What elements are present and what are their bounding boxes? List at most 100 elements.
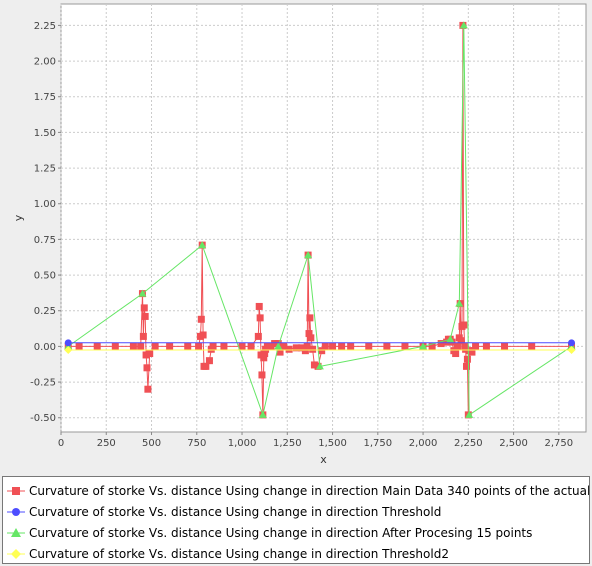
data-point-square [93,342,101,350]
series-2 [64,21,576,418]
data-point-square [129,342,137,350]
x-tick-label: 1,250 [273,438,302,449]
data-point-square [303,342,311,350]
data-point-square [143,364,151,372]
series-0 [64,21,576,419]
data-point-square [238,342,246,350]
legend-label-after-processing: Curvature of storke Vs. distance Using c… [29,525,533,540]
legend-item-after-processing: Curvature of storke Vs. distance Using c… [3,522,589,543]
data-point-square [462,345,470,353]
y-tick-label: 2.25 [34,21,56,32]
data-point-square [271,340,279,348]
data-point-square [247,342,255,350]
data-point-square [199,331,207,339]
data-point-square [338,342,346,350]
x-tick-label: 2,250 [454,438,483,449]
legend-label-main-data: Curvature of storke Vs. distance Using c… [29,483,590,498]
data-point-triangle [455,299,464,307]
data-point-square [298,344,306,352]
axes: 0 250 500 750 1,000 1,250 1,500 1,750 2,000 2,250… [30,21,573,449]
series-3 [64,345,576,354]
data-point-square [365,342,373,350]
data-point-square [401,342,409,350]
chart-area: 0 250 500 750 1,000 1,250 1,500 1,750 2,000 2,250… [12,3,587,466]
data-point-square [468,348,476,356]
circle-marker-icon [7,507,25,516]
data-point-square [209,342,217,350]
data-point-triangle [138,289,147,297]
x-tick-label: 1,000 [228,438,257,449]
y-tick-label: -0.25 [30,378,56,389]
square-marker-icon [7,486,25,495]
y-tick-label: 0.75 [34,235,56,246]
data-point-square [263,342,271,350]
data-point-square [146,350,154,358]
data-point-square [144,385,152,393]
data-point-square [205,357,213,365]
x-tick-label: 2,500 [499,438,528,449]
data-point-square [195,342,203,350]
data-point-square [220,342,228,350]
x-tick-label: 500 [142,438,161,449]
data-point-square [301,347,309,355]
x-tick-label: 0 [58,438,64,449]
data-point-diamond [64,345,73,354]
data-point-square [305,330,313,338]
y-tick-label: 1.25 [34,164,56,175]
data-point-square [383,342,391,350]
y-tick-label: 0.25 [34,306,56,317]
data-point-square [140,304,148,312]
y-tick-label: 2.00 [34,57,56,68]
legend-item-main-data: Curvature of storke Vs. distance Using c… [3,480,589,501]
data-point-diamond [567,345,576,354]
data-point-square [111,342,119,350]
legend-label-threshold2: Curvature of storke Vs. distance Using c… [29,546,449,561]
data-point-triangle [258,410,267,418]
data-point-square [463,355,471,363]
x-tick-label: 250 [97,438,116,449]
y-tick-label: 1.00 [34,199,56,210]
legend-label-threshold: Curvature of storke Vs. distance Using c… [29,504,442,519]
x-tick-label: 750 [187,438,206,449]
data-point-square [260,354,268,362]
data-point-square [329,342,337,350]
data-point-triangle [304,251,313,259]
data-point-square [482,342,490,350]
data-point-square [285,345,293,353]
data-point-square [256,314,264,322]
data-point-square [347,342,355,350]
data-point-square [137,342,145,350]
chart-svg: 0 250 500 750 1,000 1,250 1,500 1,750 2,000 2,250… [12,3,587,466]
data-point-square [452,350,460,358]
y-tick-label: 1.75 [34,92,56,103]
x-tick-label: 2,750 [545,438,574,449]
data-point-square [428,342,436,350]
diamond-marker-icon [7,548,25,559]
data-point-square [437,340,445,348]
data-point-square [276,348,284,356]
data-point-triangle [198,241,207,249]
series-1 [64,339,576,347]
data-point-triangle [274,342,283,350]
data-point-square [75,342,83,350]
data-point-square [258,371,266,379]
data-point-square [197,315,205,323]
data-point-square [254,332,262,340]
data-point-square [310,361,318,369]
data-point-square [457,337,465,345]
x-axis-title: x [320,453,327,466]
data-point-triangle [459,21,468,29]
y-tick-label: -0.50 [30,413,56,424]
data-point-square [318,347,326,355]
data-point-square [472,342,480,350]
data-point-square [460,321,468,329]
data-point-square [280,342,288,350]
data-point-square [166,342,174,350]
data-point-circle [64,339,72,347]
legend: Curvature of storke Vs. distance Using c… [2,476,590,564]
y-tick-label: 1.50 [34,128,56,139]
x-tick-label: 2,000 [409,438,438,449]
data-point-square [151,342,159,350]
series-layer [64,21,576,419]
data-point-square [139,332,147,340]
